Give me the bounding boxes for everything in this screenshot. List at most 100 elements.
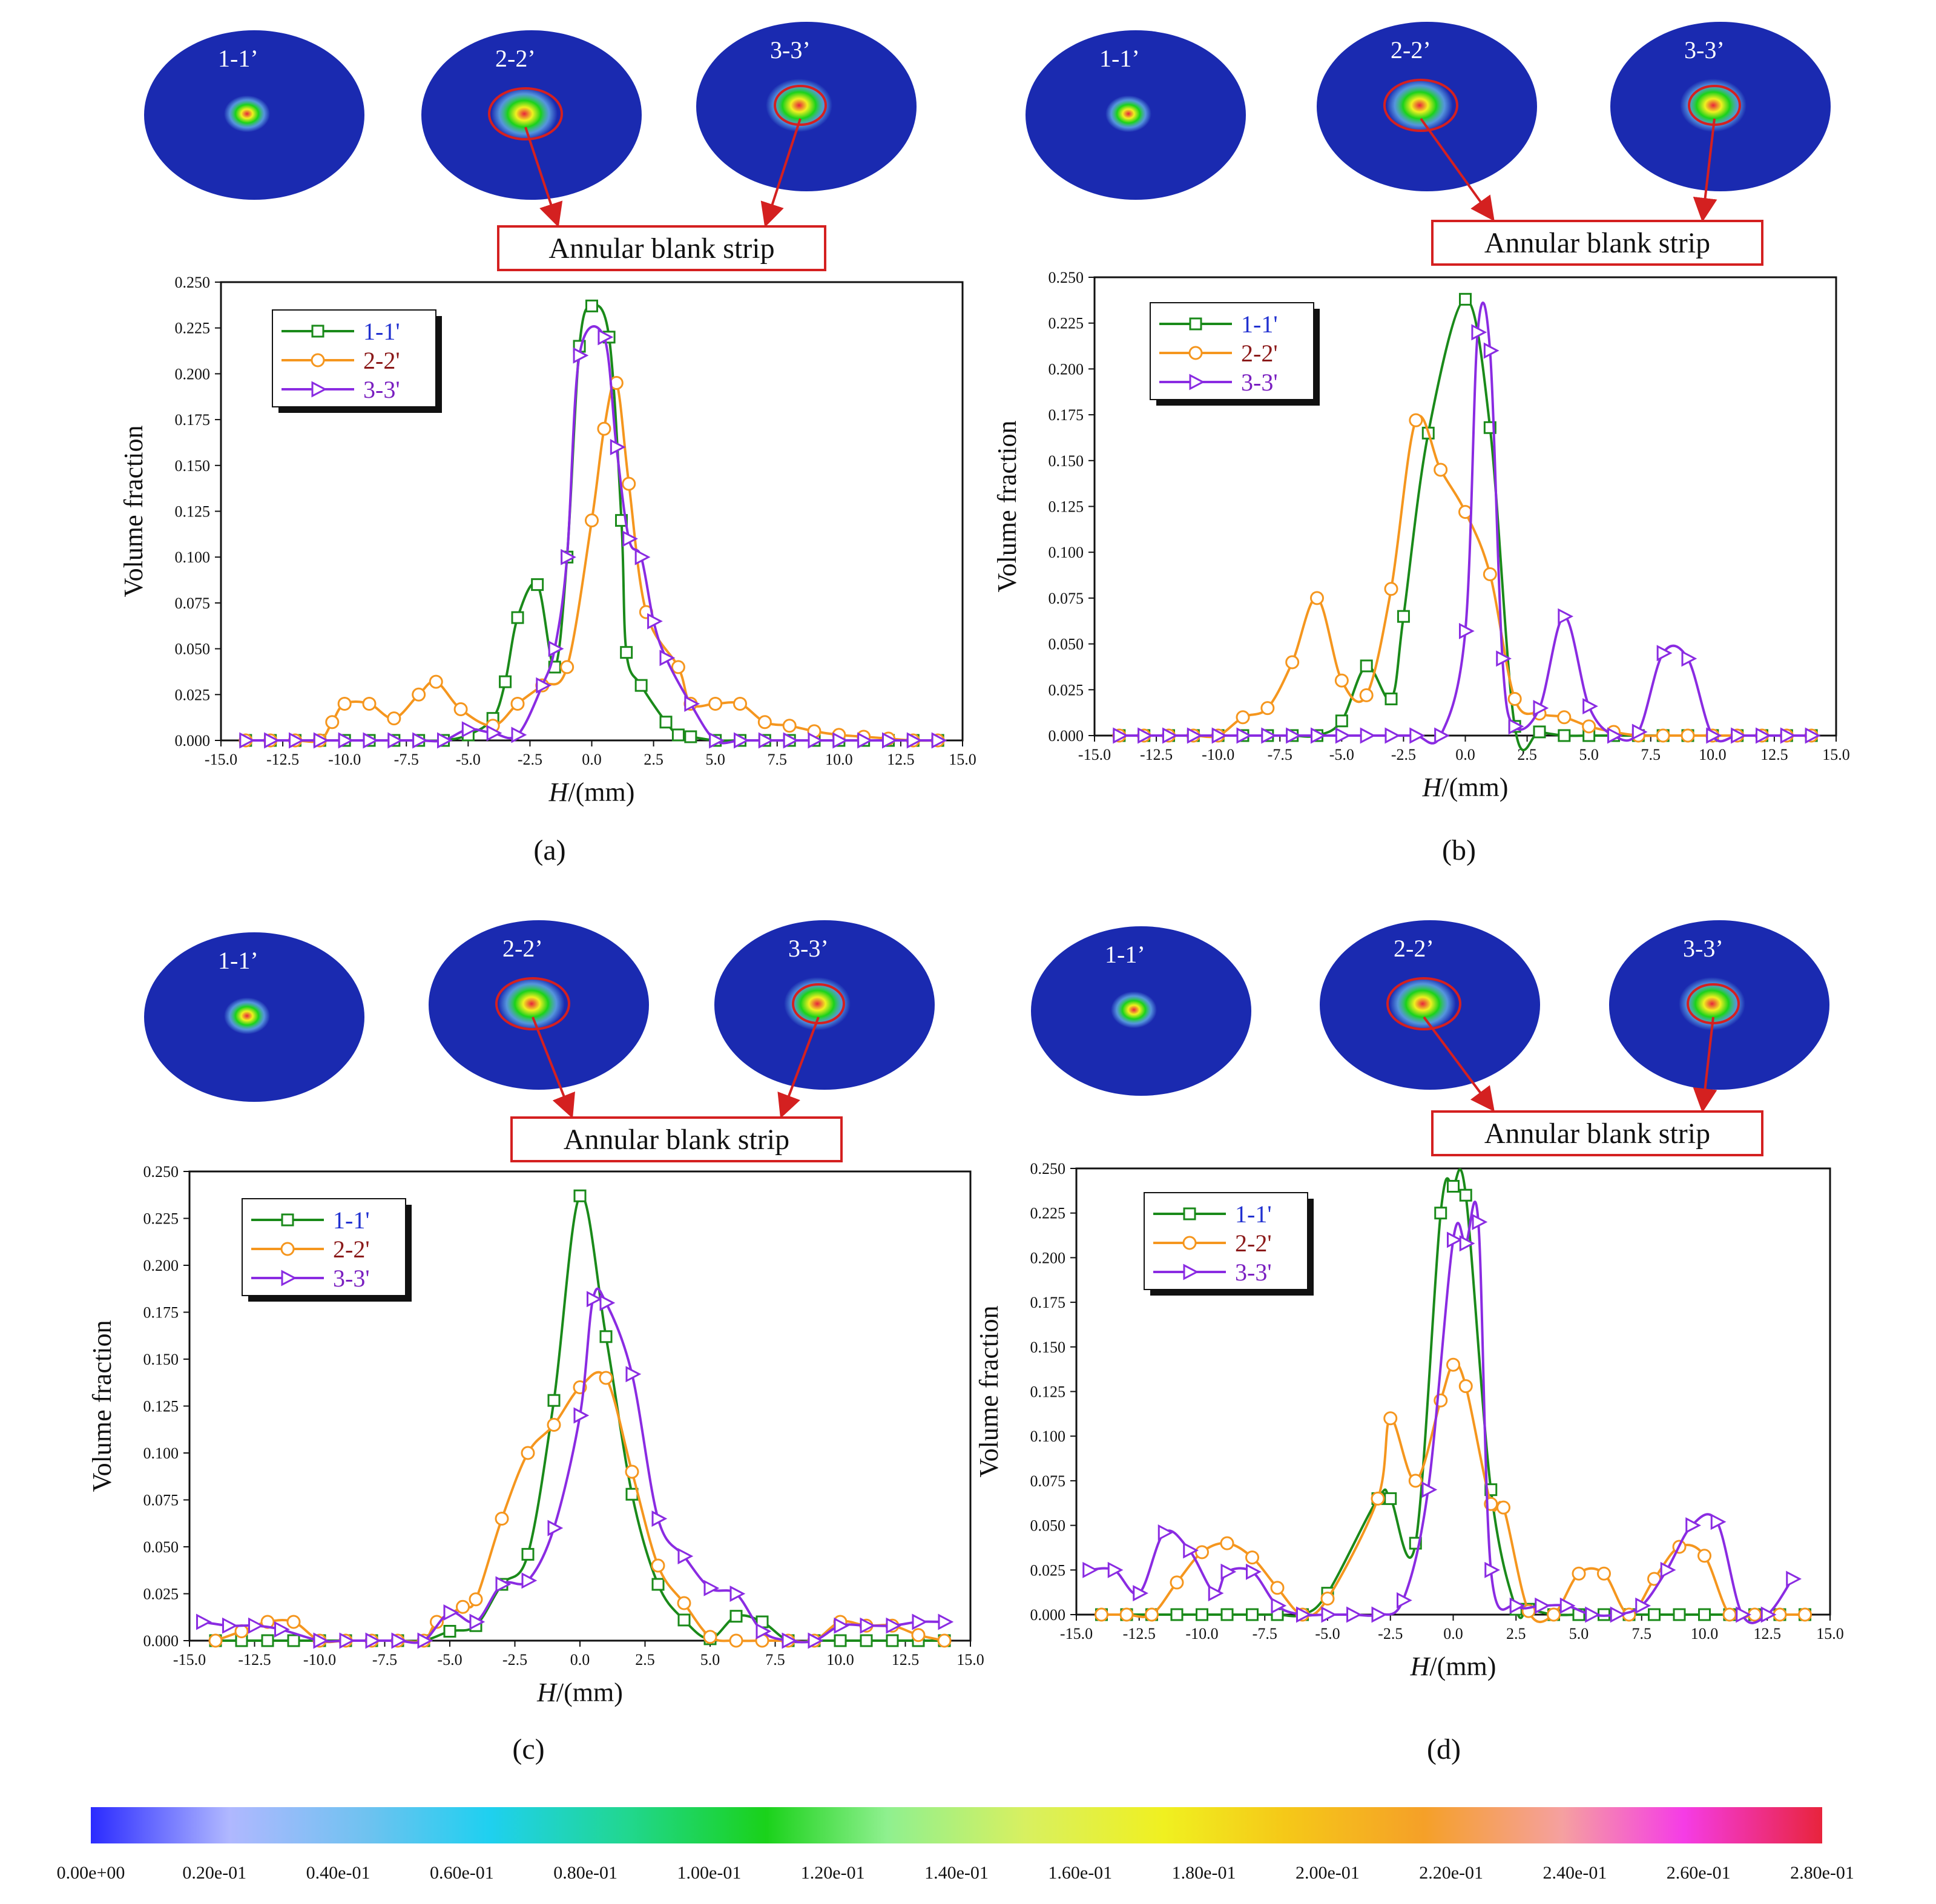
section-label: 2-2’ — [502, 935, 543, 962]
annotation-label: Annular blank strip — [548, 232, 774, 265]
data-point — [239, 732, 255, 749]
series-3 — [239, 325, 947, 749]
data-point — [634, 679, 648, 692]
legend-entry-label: 1-1' — [363, 318, 400, 345]
x-tick-label: -2.5 — [1378, 1625, 1403, 1642]
data-point — [362, 696, 377, 711]
data-point — [417, 1632, 433, 1649]
data-point — [1360, 727, 1376, 744]
data-point — [1397, 610, 1410, 623]
y-tick-label: 0.175 — [1030, 1294, 1066, 1311]
data-point — [599, 1294, 616, 1311]
section-disc-1: 1-1’ — [1026, 30, 1246, 200]
data-point — [1459, 622, 1475, 639]
colorbar-tick-label: 1.80e-01 — [1172, 1863, 1236, 1883]
data-point — [1236, 727, 1253, 744]
annotation-label: Annular blank strip — [1484, 227, 1710, 259]
x-tick-label: -15.0 — [205, 751, 237, 768]
data-point — [499, 675, 512, 688]
data-point — [412, 732, 428, 749]
legend-entry-label: 3-3' — [363, 376, 400, 403]
section-label: 2-2’ — [1394, 935, 1434, 962]
data-point — [729, 1633, 743, 1648]
data-point — [708, 696, 723, 711]
x-tick-label: -5.0 — [437, 1651, 462, 1668]
legend-swatch-marker — [281, 1270, 297, 1286]
data-point — [287, 1634, 300, 1647]
data-point — [1446, 1357, 1460, 1372]
data-point — [1119, 1607, 1134, 1622]
data-point — [437, 732, 453, 749]
y-tick-label: 0.250 — [1049, 269, 1084, 286]
x-tick-label: -2.5 — [502, 1651, 527, 1668]
section-disc-2: 2-2’ — [1320, 920, 1540, 1090]
data-point — [599, 1330, 613, 1343]
legend-swatch-marker — [280, 1242, 295, 1256]
colorbar-tick-label: 0.00e+00 — [57, 1863, 125, 1883]
x-axis-label-symbol: H — [1410, 1652, 1431, 1681]
colorbar-tick-label: 1.60e-01 — [1048, 1863, 1112, 1883]
data-point — [339, 1632, 355, 1649]
y-tick-label: 0.250 — [1030, 1160, 1066, 1178]
data-point — [651, 1510, 668, 1527]
data-point — [671, 728, 685, 742]
data-point — [1706, 727, 1722, 744]
data-point — [1656, 645, 1673, 662]
data-point — [684, 695, 700, 712]
data-point — [1533, 725, 1546, 739]
annular-ring-highlight — [774, 85, 827, 126]
data-point — [1673, 1608, 1686, 1621]
annotation-arrow — [777, 1016, 820, 1119]
section-label: 1-1’ — [218, 45, 258, 72]
data-point — [882, 732, 898, 749]
x-tick-label: -7.5 — [372, 1651, 397, 1668]
section-disc-1: 1-1’ — [144, 932, 364, 1102]
data-point — [1321, 1606, 1337, 1623]
data-point — [906, 732, 923, 749]
data-point — [208, 1633, 223, 1648]
data-point — [677, 1613, 691, 1627]
y-tick-label: 0.200 — [175, 365, 211, 383]
data-point — [387, 732, 404, 749]
data-point — [1113, 727, 1129, 744]
data-point — [1409, 413, 1423, 427]
data-point — [1246, 1563, 1262, 1580]
legend-swatch-marker — [1189, 317, 1202, 331]
data-point — [1698, 1608, 1711, 1621]
y-tick-label: 0.200 — [1049, 360, 1084, 378]
data-point — [1384, 582, 1398, 596]
data-point — [782, 719, 797, 733]
data-point — [313, 1632, 329, 1649]
data-point — [495, 1576, 512, 1593]
data-point — [1360, 659, 1373, 673]
data-point — [365, 1632, 381, 1649]
data-point — [531, 578, 544, 591]
colorbar-tick-label: 2.40e-01 — [1543, 1863, 1607, 1883]
series-3 — [196, 1287, 954, 1649]
data-point — [1458, 505, 1472, 519]
x-tick-label: 10.0 — [1699, 746, 1727, 763]
x-tick-label: 0.0 — [570, 1651, 590, 1668]
data-point — [1397, 1592, 1412, 1609]
data-point — [1162, 727, 1178, 744]
data-point — [703, 1580, 720, 1596]
data-point — [510, 696, 525, 711]
x-tick-label: 5.0 — [1579, 746, 1599, 763]
data-point — [412, 687, 426, 702]
colorbar-tick-label: 0.20e-01 — [182, 1863, 246, 1883]
y-axis-label: Volume fraction — [119, 426, 148, 598]
colorbar-tick-label: 1.00e-01 — [677, 1863, 742, 1883]
section-disc-1: 1-1’ — [1031, 926, 1251, 1096]
x-axis-label-unit: /(mm) — [568, 777, 634, 807]
x-axis-label-unit: /(mm) — [556, 1678, 623, 1707]
annotation-label: Annular blank strip — [1484, 1118, 1710, 1150]
data-point — [1334, 673, 1349, 688]
data-point — [248, 1617, 264, 1634]
colorbar-tick-label: 1.20e-01 — [801, 1863, 865, 1883]
y-tick-label: 0.175 — [143, 1304, 179, 1322]
y-tick-label: 0.075 — [1049, 590, 1084, 607]
data-point — [782, 1632, 798, 1649]
data-point — [1236, 710, 1250, 725]
data-point — [1384, 1492, 1397, 1505]
data-point — [1170, 1608, 1184, 1621]
